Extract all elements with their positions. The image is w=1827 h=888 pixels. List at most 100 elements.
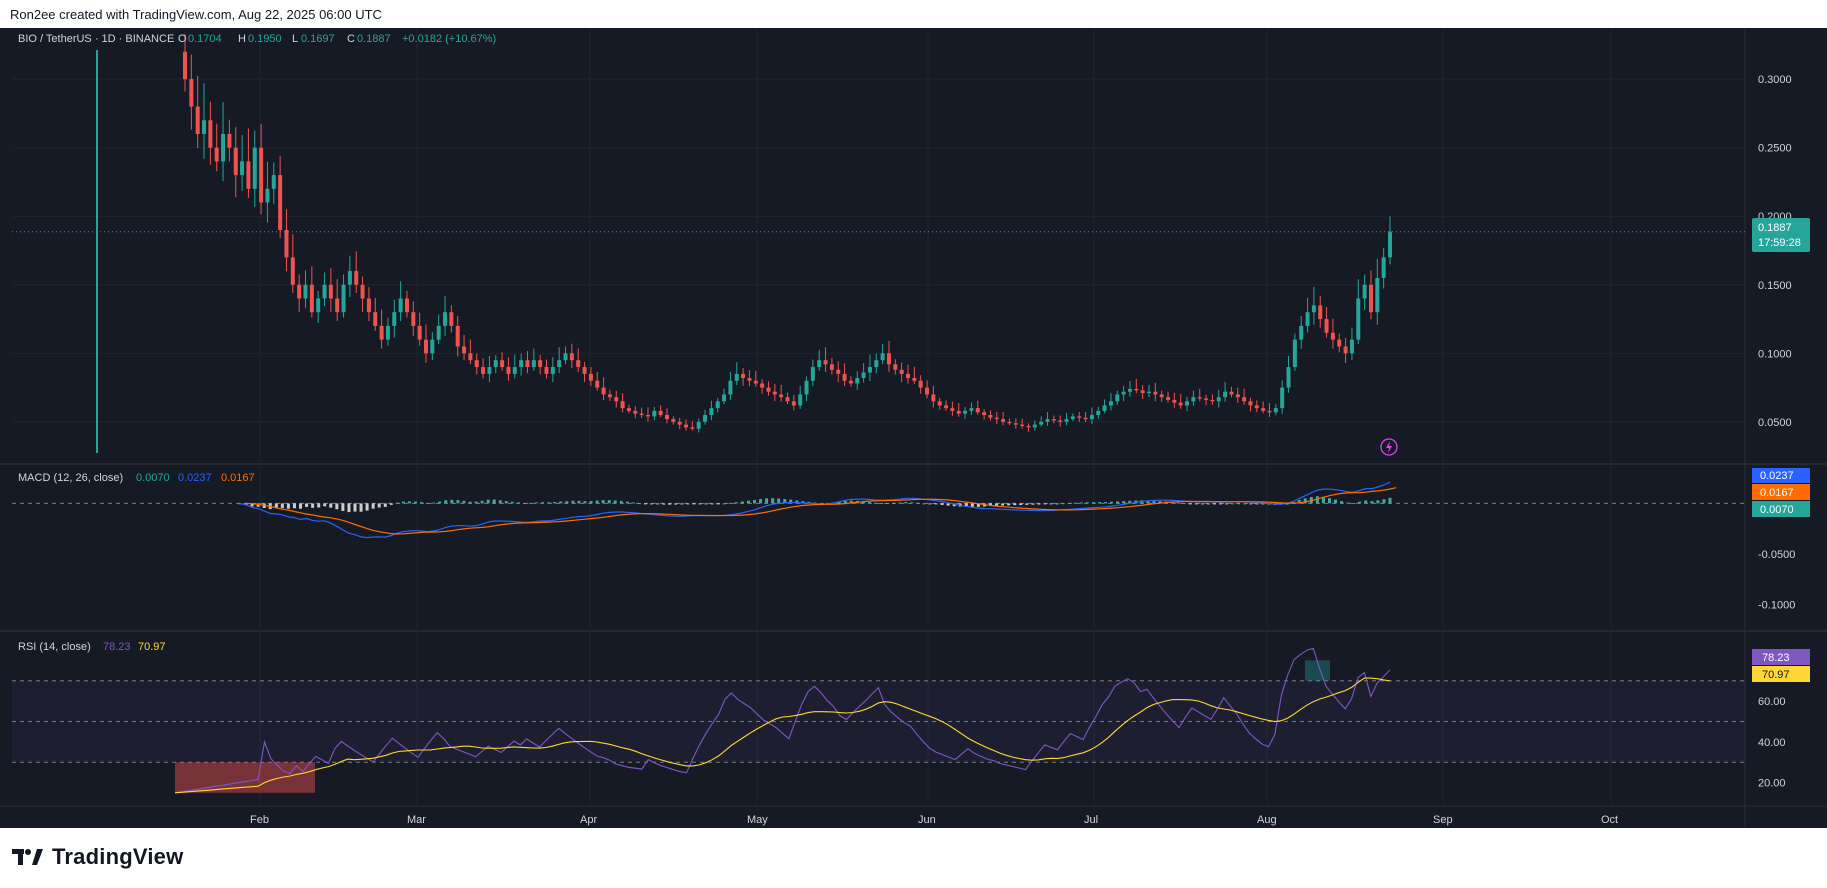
macd-histogram-bar (789, 499, 793, 504)
candle-body (481, 367, 486, 374)
candle-body (886, 353, 891, 365)
macd-histogram-bar (668, 503, 672, 505)
candle (665, 408, 669, 424)
lightning-icon[interactable] (1380, 438, 1398, 456)
candle-body (1343, 346, 1348, 354)
candle-body (1115, 394, 1120, 402)
candle (994, 411, 999, 425)
candle-body (271, 175, 276, 189)
macd-histogram-bar (1346, 502, 1350, 504)
macd-histogram-bar (299, 503, 303, 509)
macd-histogram-bar (305, 503, 309, 507)
macd-histogram-bar (1097, 502, 1101, 504)
macd-histogram-bar (311, 503, 315, 508)
candle (785, 392, 790, 404)
rsi-pane (12, 647, 1745, 794)
candle-body (588, 373, 593, 381)
candle (1185, 396, 1190, 412)
candle-body (728, 380, 733, 395)
macd-histogram-bar (504, 501, 508, 504)
candle-body (208, 120, 213, 148)
macd-histogram-bar (1219, 503, 1223, 505)
macd-histogram-bar (692, 503, 696, 505)
macd-histogram-bar (995, 503, 999, 506)
candle-body (1280, 387, 1285, 409)
macd-histogram-bar (619, 501, 623, 504)
candle (1140, 385, 1145, 399)
candle-body (183, 51, 187, 80)
candle (493, 354, 498, 374)
macd-histogram-bar (940, 503, 944, 505)
candle (874, 353, 879, 374)
rsi-tick-label: 20.00 (1758, 778, 1786, 790)
candle (1032, 420, 1037, 431)
candle (709, 400, 714, 421)
candle (1311, 286, 1316, 325)
macd-hist-value: 0.0070 (136, 472, 170, 484)
macd-histogram-bar (1194, 503, 1198, 505)
candle (791, 395, 796, 411)
candle-body (493, 360, 498, 368)
symbol-legend[interactable]: BIO / TetherUS · 1D · BINANCE (18, 33, 174, 45)
candle (221, 101, 226, 182)
candle-body (855, 378, 860, 384)
macd-title[interactable]: MACD (12, 26, close) (18, 472, 123, 484)
tradingview-logo[interactable]: TradingView (12, 844, 183, 870)
macd-histogram-bar (1019, 503, 1023, 505)
candle-body (214, 147, 219, 162)
macd-histogram-bar (365, 503, 369, 511)
candle-body (874, 360, 879, 368)
candle-body (791, 401, 796, 406)
macd-histogram-bar (444, 500, 448, 504)
price-axis[interactable]: 0.05000.10000.15000.20000.25000.3000-0.0… (1758, 74, 1795, 789)
macd-histogram-bar (892, 502, 896, 504)
low-value: 0.1697 (301, 33, 335, 45)
candle (956, 402, 961, 417)
candle (804, 376, 809, 402)
candle-body (341, 284, 346, 313)
macd-histogram-bar (1188, 503, 1192, 505)
candle (430, 332, 435, 361)
candle (1070, 413, 1075, 422)
candle-body (823, 360, 828, 365)
candle-body (487, 367, 492, 374)
macd-histogram-bar (625, 501, 629, 504)
candle-body (531, 360, 536, 368)
candle-body (1020, 424, 1025, 426)
price-tick-label: 0.2500 (1758, 143, 1792, 155)
candle-body (1102, 405, 1107, 411)
chart-canvas[interactable]: 0.05000.10000.15000.20000.25000.3000-0.0… (0, 28, 1827, 828)
candle (335, 279, 340, 322)
rsi-title[interactable]: RSI (14, close) (18, 641, 91, 653)
candle-body (1096, 410, 1101, 416)
candle (455, 316, 460, 357)
candle (817, 349, 822, 371)
macd-histogram-bar (970, 503, 974, 507)
candle (1020, 418, 1025, 429)
macd-histogram-bar (710, 503, 714, 505)
candle (1166, 391, 1171, 403)
time-tick-label: Feb (250, 814, 269, 826)
candle-body (798, 394, 803, 406)
candle (1096, 406, 1101, 419)
candle-body (385, 325, 390, 340)
candle (297, 274, 302, 312)
candle-body (722, 394, 727, 402)
candle-body (1286, 367, 1291, 388)
macd-histogram-bar (1049, 503, 1053, 505)
time-tick-label: May (747, 814, 768, 826)
time-axis[interactable]: Feb Mar Apr May Jun Jul Aug Sep Oct (250, 814, 1618, 826)
candle-body (1261, 408, 1266, 411)
candle (595, 371, 600, 391)
candle-body (1070, 416, 1075, 420)
candle-body (963, 410, 968, 414)
candle (1001, 412, 1006, 426)
candle (1343, 337, 1348, 363)
macd-histogram-bar (1067, 502, 1071, 504)
candle-body (848, 380, 853, 384)
macd-histogram-bar (389, 503, 393, 505)
chart-area[interactable]: 0.0500 0.1000 0.1500 0.2000 0.2500 0.3000 -0.0… (0, 28, 1827, 828)
macd-histogram-bar (777, 498, 781, 504)
candle (842, 363, 847, 387)
macd-histogram-bar (910, 502, 914, 504)
